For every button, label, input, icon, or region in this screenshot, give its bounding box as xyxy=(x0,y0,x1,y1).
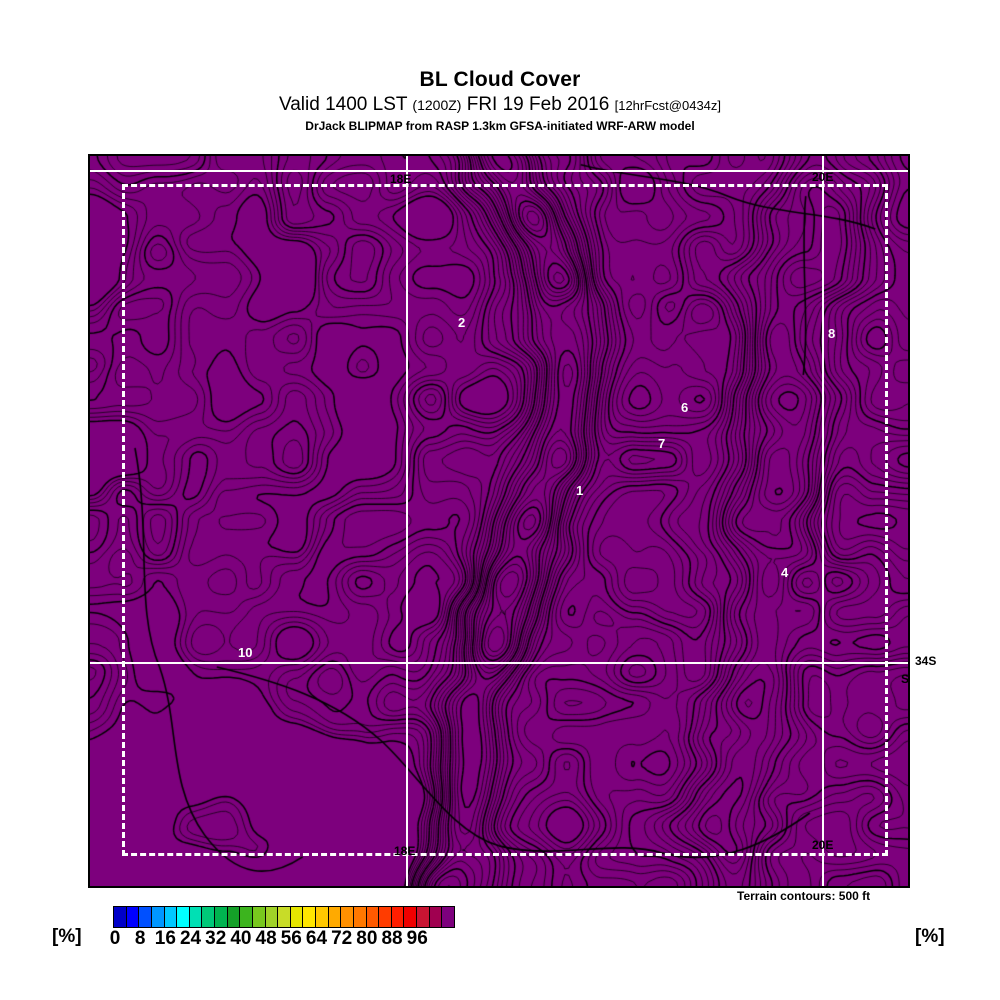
colorbar-swatch-28 xyxy=(202,907,215,927)
waypoint-marker-6[interactable]: 6 xyxy=(681,400,689,415)
map-panel[interactable]: 18E 20E 18E 20E 1 2 4 6 7 8 10 xyxy=(88,154,910,888)
graticule-label-20E-1: 20E xyxy=(812,170,834,184)
valid-time-line: Valid 1400 LST (1200Z) FRI 19 Feb 2016 [… xyxy=(0,94,1000,117)
colorbar-swatch-88 xyxy=(391,907,405,927)
colorbar-swatch-4 xyxy=(126,907,140,927)
colorbar-swatch-104 xyxy=(442,907,454,927)
valid-time-utc: (1200Z) xyxy=(412,97,462,113)
waypoint-marker-2[interactable]: 2 xyxy=(458,315,466,330)
forecast-domain-box xyxy=(122,184,888,856)
model-source-line: DrJack BLIPMAP from RASP 1.3km GFSA-init… xyxy=(305,119,695,133)
colorbar-swatch-0 xyxy=(114,907,127,927)
graticule-label-18E-2: 18E xyxy=(394,844,416,858)
waypoint-marker-7[interactable]: 7 xyxy=(658,436,666,451)
colorbar-tick-72: 72 xyxy=(331,928,353,949)
valid-time: Valid 1400 LST xyxy=(278,94,408,115)
colorbar-swatch-96 xyxy=(417,907,430,927)
colorbar-swatch-36 xyxy=(227,907,241,927)
colorbar-tick-24: 24 xyxy=(179,928,202,949)
colorbar-swatch-12 xyxy=(151,907,165,927)
colorbar-swatch-64 xyxy=(316,907,329,927)
colorbar-swatch-20 xyxy=(177,907,190,927)
graticule-label-20E-3: 20E xyxy=(812,838,834,852)
waypoint-marker-8[interactable]: 8 xyxy=(828,326,836,341)
colorbar-tick-88: 88 xyxy=(381,928,403,949)
colorbar-swatch-40 xyxy=(240,907,253,927)
colorbar-swatch-24 xyxy=(189,907,203,927)
waypoint-marker-10[interactable]: 10 xyxy=(238,645,253,660)
colorbar-tick-40: 40 xyxy=(230,928,252,949)
colorbar-swatch-100 xyxy=(429,907,443,927)
graticule-meridian-0 xyxy=(406,156,408,886)
colorbar-unit-left: [%] xyxy=(52,926,82,947)
colorbar-swatch-72 xyxy=(341,907,354,927)
terrain-contour-overlay xyxy=(90,156,908,886)
title-block: BL Cloud Cover Valid 1400 LST (1200Z) FR… xyxy=(0,68,1000,134)
colorbar-legend: [%] 0 8 16 24 32 40 48 56 64 72 80 88 96 [%] xyxy=(0,906,1000,966)
colorbar-unit-right: [%] xyxy=(915,926,945,947)
colorbar-swatch-8 xyxy=(139,907,152,927)
colorbar-tick-64: 64 xyxy=(305,928,328,949)
colorbar-swatches xyxy=(113,906,455,928)
colorbar-swatch-60 xyxy=(303,907,316,927)
graticule-label-18E-0: 18E xyxy=(390,172,412,186)
axis-label-34S: 34S xyxy=(915,654,937,668)
colorbar-swatch-92 xyxy=(404,907,417,927)
colorbar-swatch-48 xyxy=(265,907,279,927)
colorbar-swatch-84 xyxy=(379,907,392,927)
colorbar-swatch-52 xyxy=(278,907,291,927)
colorbar-ticks: 0 8 16 24 32 40 48 56 64 72 80 88 96 xyxy=(109,928,453,952)
colorbar-tick-96: 96 xyxy=(406,928,428,949)
valid-date: FRI 19 Feb 2016 xyxy=(466,94,610,115)
forecast-tag: [12hrFcst@0434z] xyxy=(614,98,722,113)
colorbar-tick-48: 48 xyxy=(255,928,277,949)
waypoint-marker-4[interactable]: 4 xyxy=(781,565,789,580)
colorbar-swatch-68 xyxy=(328,907,342,927)
waypoint-marker-1[interactable]: 1 xyxy=(576,483,584,498)
page-title: BL Cloud Cover xyxy=(419,68,581,91)
colorbar-swatch-44 xyxy=(252,907,266,927)
axis-label-S: S xyxy=(901,672,910,686)
colorbar-tick-8: 8 xyxy=(134,928,146,949)
colorbar-tick-80: 80 xyxy=(356,928,378,949)
graticule-meridian-1 xyxy=(822,156,824,886)
colorbar-swatch-80 xyxy=(366,907,380,927)
colorbar-swatch-16 xyxy=(164,907,178,927)
colorbar-tick-0: 0 xyxy=(109,928,121,949)
graticule-parallel-1 xyxy=(90,662,908,664)
colorbar-swatch-56 xyxy=(290,907,304,927)
colorbar-swatch-76 xyxy=(353,907,367,927)
colorbar-tick-56: 56 xyxy=(280,928,302,949)
terrain-contour-note: Terrain contours: 500 ft xyxy=(737,889,871,903)
graticule-parallel-0 xyxy=(90,170,908,172)
colorbar-tick-32: 32 xyxy=(205,928,227,949)
colorbar-tick-16: 16 xyxy=(154,928,176,949)
colorbar-swatch-32 xyxy=(215,907,228,927)
